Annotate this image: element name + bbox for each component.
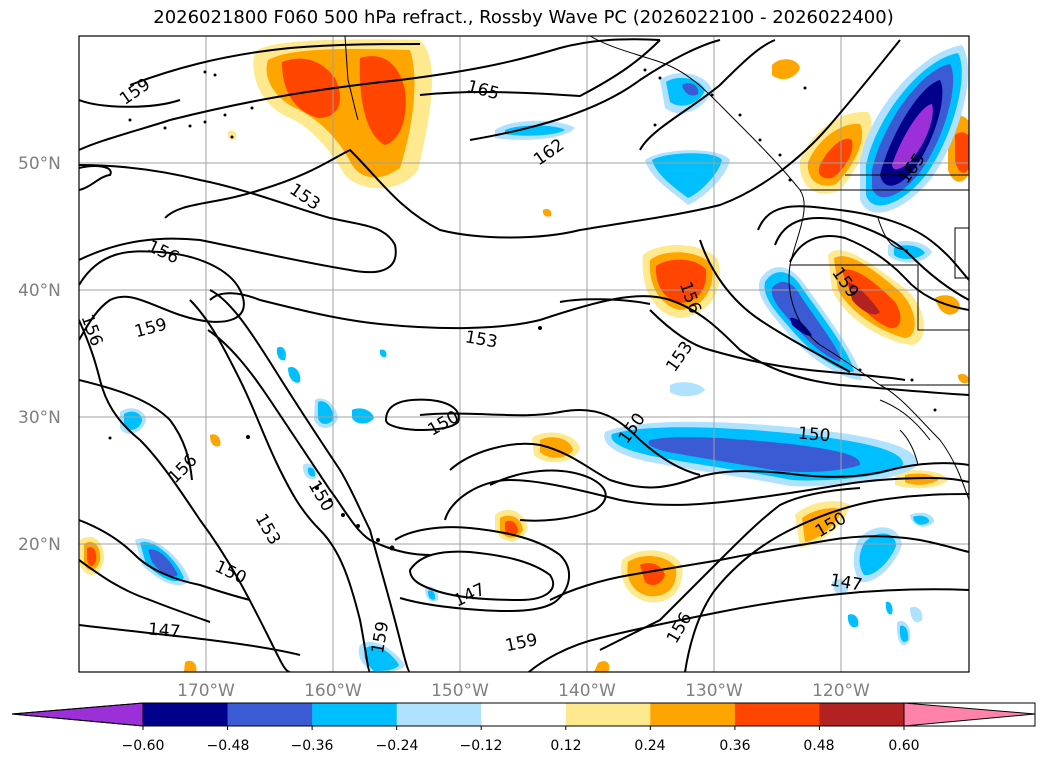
colorbar-bin <box>312 703 398 726</box>
lat-label: 50°N <box>18 154 61 174</box>
colorbar-bin <box>819 703 905 726</box>
lon-label: 150°W <box>431 681 489 701</box>
colorbar-ticks <box>142 726 905 730</box>
colorbar-tick-label: 0.24 <box>634 738 665 754</box>
colorbar-tick-label: −0.12 <box>460 738 503 754</box>
colorbar-bins <box>12 703 1035 726</box>
colorbar-max-extend <box>903 702 1036 727</box>
positive-anomaly-small <box>80 59 969 672</box>
negative-anomaly-band <box>604 382 919 487</box>
colorbar-bin <box>734 703 820 726</box>
positive-anomaly-nw <box>253 39 433 189</box>
negative-anomaly-northeast <box>860 45 968 213</box>
shaded-field <box>80 39 969 672</box>
colorbar-bin <box>227 703 313 726</box>
colorbar-tick-label: −0.48 <box>207 738 250 754</box>
colorbar-bin <box>481 703 567 726</box>
contour-lines <box>79 38 969 672</box>
coastlines <box>344 36 969 501</box>
lon-label: 160°W <box>304 681 362 701</box>
colorbar-tick-label: 0.48 <box>803 738 834 754</box>
lon-label: 120°W <box>812 681 870 701</box>
lon-label: 170°W <box>177 681 235 701</box>
colorbar-bin <box>565 703 651 726</box>
colorbar-bin <box>143 703 229 726</box>
colorbar-tick-label: −0.24 <box>376 738 419 754</box>
colorbar-min-extend <box>11 702 144 727</box>
lon-label: 140°W <box>558 681 616 701</box>
colorbar-tick-label: 0.60 <box>888 738 919 754</box>
lat-label: 20°N <box>18 535 61 555</box>
colorbar-bin <box>396 703 482 726</box>
longitude-labels: 170°W 160°W 150°W 140°W 130°W 120°W <box>177 681 870 701</box>
colorbar-tick-label: 0.36 <box>719 738 750 754</box>
positive-anomaly-coast <box>799 111 969 194</box>
lat-label: 40°N <box>18 281 61 301</box>
contour-label: 147 <box>147 620 181 643</box>
lon-label: 130°W <box>685 681 743 701</box>
colorbar-tick-labels: −0.60 −0.48 −0.36 −0.24 −0.12 0.12 0.24 … <box>122 738 920 754</box>
positive-anomaly-central <box>642 244 720 318</box>
negative-anomaly-scattered <box>120 83 935 672</box>
colorbar-bin <box>650 703 736 726</box>
contour-label: 150 <box>797 424 831 447</box>
negative-anomaly-alaska <box>495 73 730 205</box>
latitude-labels: 50°N 40°N 30°N 20°N <box>18 154 61 555</box>
colorbar-tick-label: −0.60 <box>122 738 165 754</box>
colorbar-tick-label: 0.12 <box>550 738 581 754</box>
colorbar-tick-label: −0.36 <box>291 738 334 754</box>
colorbar: −0.60 −0.48 −0.36 −0.24 −0.12 0.12 0.24 … <box>11 702 1036 754</box>
map-title: 2026021800 F060 500 hPa refract., Rossby… <box>153 7 894 28</box>
plot-frame <box>78 35 970 673</box>
colorbar-bin <box>904 703 1035 726</box>
colorbar-bin <box>12 703 143 726</box>
lat-label: 30°N <box>18 408 61 428</box>
